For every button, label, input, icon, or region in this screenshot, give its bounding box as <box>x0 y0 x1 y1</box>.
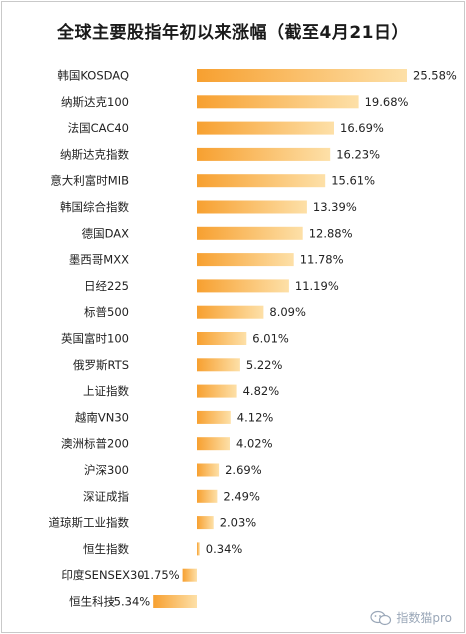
bar <box>197 95 359 109</box>
bar <box>197 358 240 372</box>
category-label: 深证成指 <box>83 489 129 503</box>
wechat-icon <box>370 610 392 625</box>
category-label: 纳斯达克指数 <box>60 147 129 161</box>
bar <box>197 226 303 240</box>
category-label: 上证指数 <box>83 384 129 398</box>
chart-title: 全球主要股指年初以来涨幅（截至4月21日） <box>57 23 409 43</box>
bar <box>197 200 307 214</box>
value-label: 8.09% <box>269 305 306 319</box>
category-label: 俄罗斯RTS <box>73 358 129 372</box>
value-label: 25.58% <box>413 69 457 83</box>
bar <box>197 279 289 293</box>
value-label: 2.03% <box>220 516 257 530</box>
category-label: 恒生指数 <box>83 542 129 556</box>
value-label: 6.01% <box>252 332 289 346</box>
category-label: 德国DAX <box>82 226 130 240</box>
category-label: 韩国KOSDAQ <box>57 69 129 83</box>
value-label: 0.34% <box>206 542 243 556</box>
bar <box>197 542 200 556</box>
value-label: 16.23% <box>336 147 380 161</box>
bar <box>197 69 407 82</box>
value-label: 2.69% <box>225 463 262 477</box>
bar <box>197 437 230 451</box>
value-label: 16.69% <box>340 121 384 135</box>
value-label: 4.02% <box>236 437 273 451</box>
category-label: 意大利富时MIB <box>50 174 129 188</box>
value-label: 15.61% <box>331 174 375 188</box>
watermark: 指数猫pro <box>370 609 452 626</box>
value-label: 19.68% <box>365 95 409 109</box>
bar <box>197 174 326 188</box>
value-label: 13.39% <box>313 200 357 214</box>
value-label: 11.19% <box>295 279 339 293</box>
bar <box>197 253 294 267</box>
value-label: 4.12% <box>237 410 274 424</box>
bar <box>197 121 334 135</box>
value-label: 4.82% <box>243 384 280 398</box>
category-label: 标普500 <box>84 305 129 319</box>
bar <box>182 568 197 582</box>
category-label: 沪深300 <box>84 463 129 477</box>
value-label: 11.78% <box>300 253 344 267</box>
category-label: 道琼斯工业指数 <box>49 516 130 530</box>
value-label: -1.75% <box>139 568 180 582</box>
category-label: 墨西哥MXX <box>69 253 129 267</box>
bar <box>197 147 331 161</box>
bar <box>197 516 214 530</box>
watermark-text: 指数猫pro <box>396 611 452 625</box>
category-label: 恒生科技 <box>69 595 115 609</box>
category-label: 越南VN30 <box>75 410 129 424</box>
category-label: 英国富时100 <box>61 332 129 346</box>
category-label: 印度SENSEX30 <box>61 568 144 582</box>
category-label: 纳斯达克100 <box>61 95 129 109</box>
bar <box>197 384 237 398</box>
bar <box>197 305 264 319</box>
bar <box>197 410 231 424</box>
category-label: 日经225 <box>84 279 129 293</box>
bar <box>197 463 220 477</box>
category-label: 澳洲标普200 <box>61 437 129 451</box>
value-label: 5.22% <box>246 358 283 372</box>
category-label: 法国CAC40 <box>68 121 129 135</box>
value-label: 12.88% <box>309 226 353 240</box>
value-label: 2.49% <box>223 489 260 503</box>
bar <box>197 489 218 503</box>
bar <box>153 595 197 608</box>
bar <box>197 332 247 345</box>
category-label: 韩国综合指数 <box>60 200 129 214</box>
value-label: -5.34% <box>110 595 151 609</box>
